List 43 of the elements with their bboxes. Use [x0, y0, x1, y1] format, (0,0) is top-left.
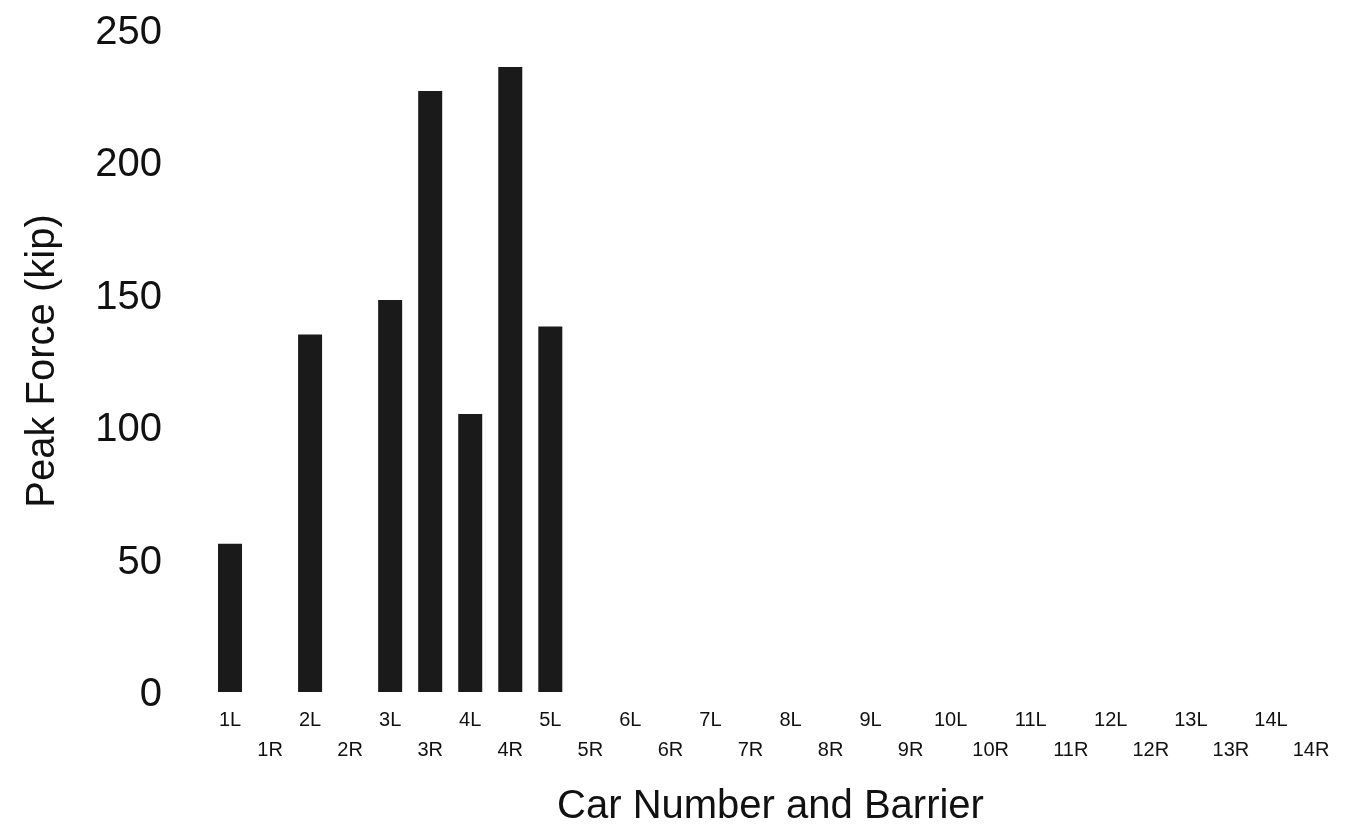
x-tick-label: 4R [497, 738, 524, 760]
x-tick-label: 3L [379, 708, 402, 730]
x-axis-title: Car Number and Barrier [557, 782, 984, 826]
x-tick-label: 12R [1132, 738, 1170, 760]
x-tick-label: 13R [1212, 738, 1250, 760]
y-tick-label: 200 [95, 140, 162, 185]
x-tick-label: 8R [817, 738, 844, 760]
bar [538, 326, 563, 692]
bar [418, 90, 443, 692]
y-tick-label: 150 [95, 272, 162, 317]
x-tick-label: 5R [577, 738, 604, 760]
x-tick-label: 10R [972, 738, 1010, 760]
bar [218, 543, 243, 692]
x-tick-label: 5L [539, 708, 562, 730]
bar [498, 67, 523, 692]
x-tick-label: 1L [218, 708, 242, 730]
x-tick-label: 1R [257, 738, 283, 760]
y-tick-label: 0 [139, 670, 162, 714]
bar [458, 413, 483, 692]
x-tick-label: 9R [897, 738, 924, 760]
y-tick-label: 50 [117, 537, 162, 582]
x-tick-label: 7L [699, 708, 722, 730]
x-tick-label: 2R [337, 738, 363, 760]
x-tick-label: 9L [859, 708, 882, 730]
x-tick-label: 11L [1014, 708, 1047, 730]
bar [298, 334, 323, 692]
x-tick-label: 7R [737, 738, 764, 760]
x-tick-label: 6L [619, 708, 642, 730]
x-tick-label: 10L [933, 708, 968, 730]
x-tick-label: 8L [779, 708, 802, 730]
bar [378, 300, 403, 692]
y-axis-title: Peak Force (kip) [18, 214, 62, 508]
x-tick-label: 12L [1094, 708, 1128, 730]
x-tick-label: 14R [1292, 738, 1330, 760]
x-tick-label: 11R [1053, 738, 1089, 760]
x-tick-label: 4L [459, 708, 482, 730]
x-tick-label: 3R [417, 738, 443, 760]
x-tick-label: 2L [298, 708, 322, 730]
y-tick-label: 100 [95, 405, 162, 450]
x-tick-label: 13L [1174, 708, 1208, 730]
x-tick-label: 14L [1254, 708, 1288, 730]
x-tick-label: 6R [657, 738, 684, 760]
y-tick-label: 250 [95, 8, 162, 52]
